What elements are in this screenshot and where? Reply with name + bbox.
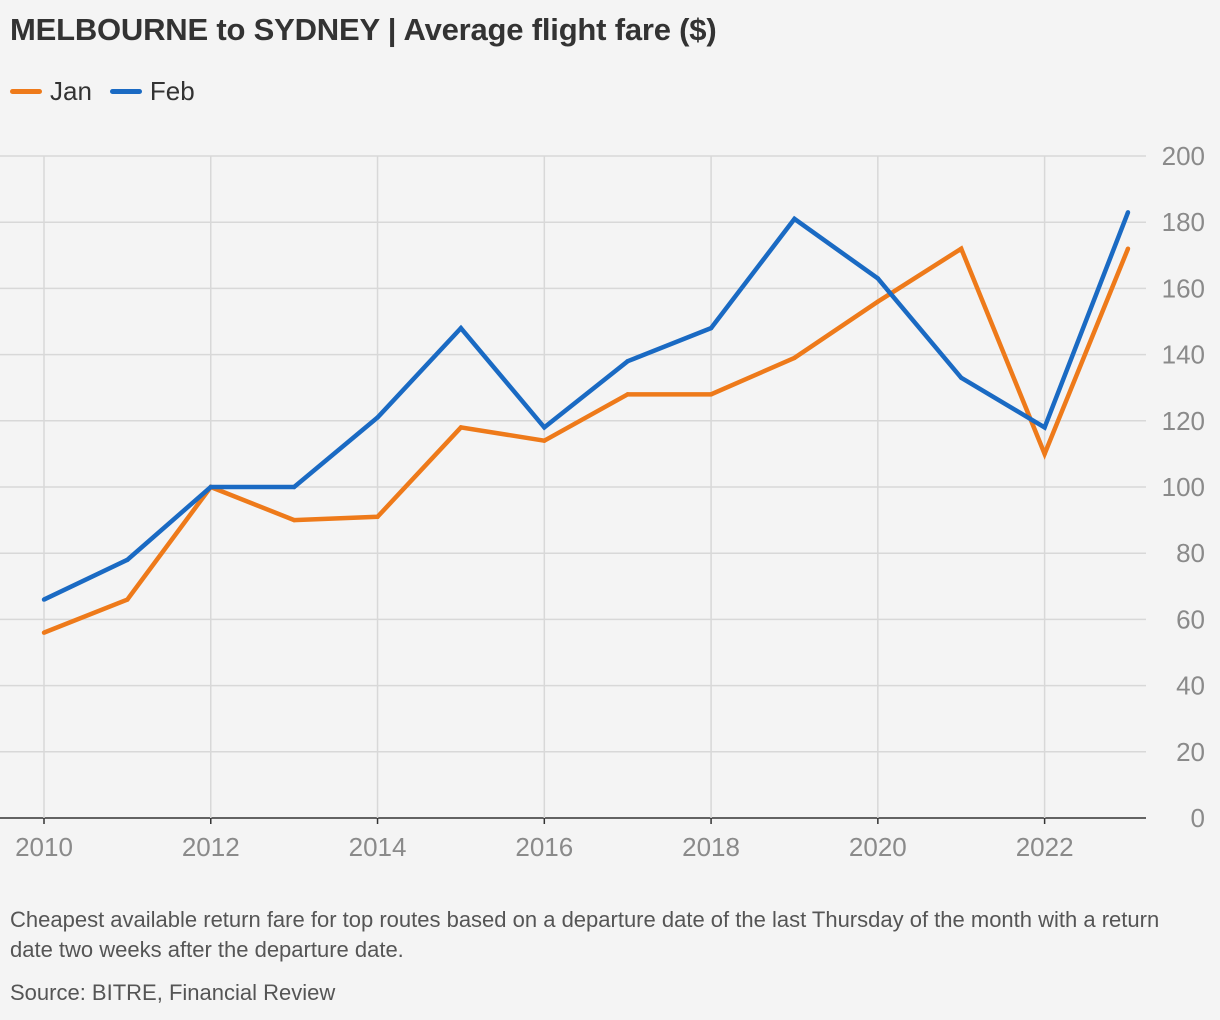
x-tick-label: 2010	[15, 832, 73, 862]
data-point-feb	[625, 359, 630, 364]
y-tick-label: 140	[1162, 340, 1205, 370]
data-point-jan	[625, 392, 630, 397]
data-point-jan	[1042, 451, 1047, 457]
data-point-feb	[708, 325, 714, 331]
data-point-jan	[875, 299, 881, 304]
y-tick-label: 120	[1162, 406, 1205, 436]
legend-label-jan: Jan	[50, 76, 92, 106]
series-line-jan	[43, 245, 1131, 635]
y-tick-label: 100	[1162, 472, 1205, 502]
data-point-jan	[1125, 246, 1131, 251]
y-tick-label: 200	[1162, 141, 1205, 171]
data-point-jan	[291, 517, 297, 523]
grid	[0, 155, 1146, 819]
data-point-feb	[125, 557, 130, 563]
data-point-jan	[959, 246, 964, 251]
data-point-jan	[375, 514, 380, 519]
legend-swatch-feb	[109, 89, 142, 94]
y-tick-label: 20	[1176, 737, 1205, 767]
chart-note: Cheapest available return fare for top r…	[10, 907, 1160, 962]
data-point-feb	[792, 216, 797, 222]
series-line-feb	[43, 211, 1131, 602]
legend-item-jan: Jan	[10, 76, 92, 107]
data-point-jan	[458, 425, 464, 430]
source-line: Source: BITRE, Financial Review	[10, 980, 336, 1005]
axes: 0 20 40 60 80 100 120 140 160 180 200 2010 2012 2014 2…	[15, 141, 1205, 862]
chart-title: MELBOURNE to SYDNEY | Average flight far…	[10, 12, 717, 47]
data-point-feb	[208, 484, 213, 490]
y-tick-label: 0	[1191, 803, 1205, 833]
data-point-feb	[41, 597, 47, 602]
y-tick-label: 80	[1176, 538, 1205, 568]
data-point-feb	[458, 325, 464, 331]
data-point-jan	[792, 355, 797, 361]
data-point-feb	[542, 425, 547, 430]
data-point-feb	[375, 415, 380, 420]
legend: Jan Feb	[10, 76, 195, 107]
x-tick-label: 2022	[1016, 832, 1074, 862]
y-tick-label: 180	[1162, 207, 1205, 237]
data-point-jan	[125, 597, 130, 602]
data-point-jan	[41, 630, 47, 635]
x-tick-label: 2016	[515, 832, 573, 862]
legend-label-feb: Feb	[149, 76, 195, 106]
x-tick-label: 2020	[849, 832, 907, 862]
legend-swatch-jan	[10, 89, 42, 94]
x-tick-label: 2012	[182, 832, 240, 862]
data-point-feb	[1125, 210, 1131, 215]
data-point-jan	[542, 438, 547, 443]
legend-item-feb: Feb	[109, 76, 195, 107]
x-tick-label: 2018	[682, 832, 740, 862]
x-tick-label: 2014	[349, 832, 407, 862]
y-tick-label: 40	[1176, 671, 1205, 701]
data-point-feb	[1042, 425, 1047, 430]
y-tick-label: 60	[1176, 604, 1205, 634]
data-point-feb	[875, 276, 881, 281]
data-point-feb	[291, 484, 297, 490]
line-chart: 0 20 40 60 80 100 120 140 160 180 200 2010 2012 2014 2…	[0, 141, 1205, 862]
y-tick-label: 160	[1162, 273, 1205, 303]
data-point-jan	[708, 392, 714, 397]
data-point-feb	[959, 375, 964, 380]
series-lines	[41, 210, 1131, 635]
